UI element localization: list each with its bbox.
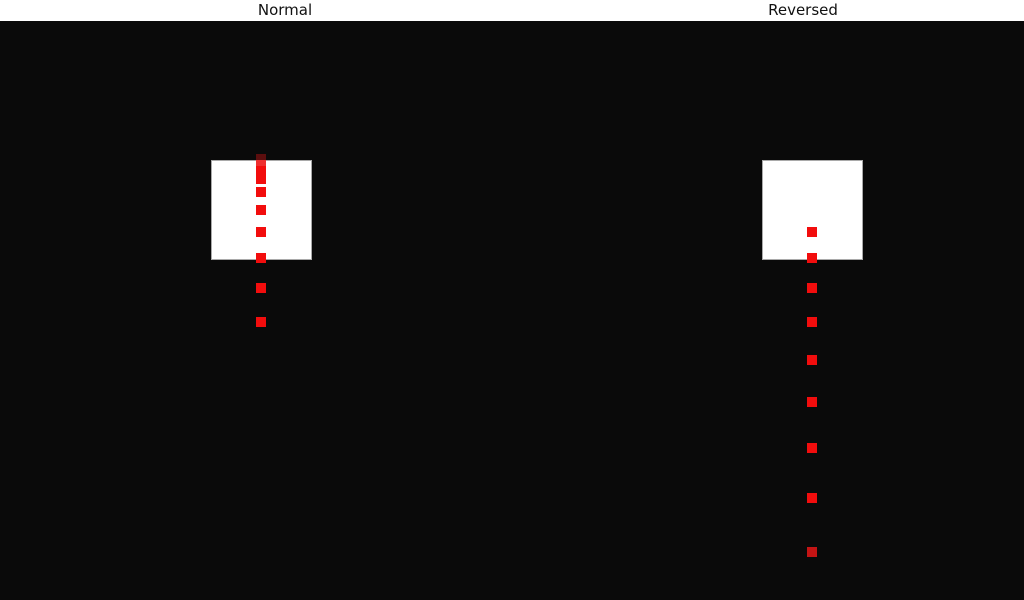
trail-dot — [807, 355, 817, 365]
figure-header-strip: Normal Reversed — [0, 0, 1024, 21]
trail-dot — [807, 253, 817, 263]
trail-dot — [256, 253, 266, 263]
trail-dot — [256, 317, 266, 327]
trail-dot — [807, 317, 817, 327]
white-square-reversed — [762, 160, 863, 260]
trail-dot — [256, 283, 266, 293]
panel-title-reversed: Reversed — [768, 1, 838, 19]
trail-dot — [807, 443, 817, 453]
trail-bar-segment — [256, 160, 266, 166]
trail-dot — [807, 283, 817, 293]
trail-bar-segment — [256, 154, 266, 160]
trail-dot — [807, 397, 817, 407]
trail-dot — [256, 227, 266, 237]
trail-dot — [807, 547, 817, 557]
panel-title-normal: Normal — [257, 1, 313, 19]
trail-dot — [256, 205, 266, 215]
trail-bar-segment — [256, 166, 266, 184]
trail-dot — [807, 493, 817, 503]
trail-dot — [256, 187, 266, 197]
trail-dot — [807, 227, 817, 237]
